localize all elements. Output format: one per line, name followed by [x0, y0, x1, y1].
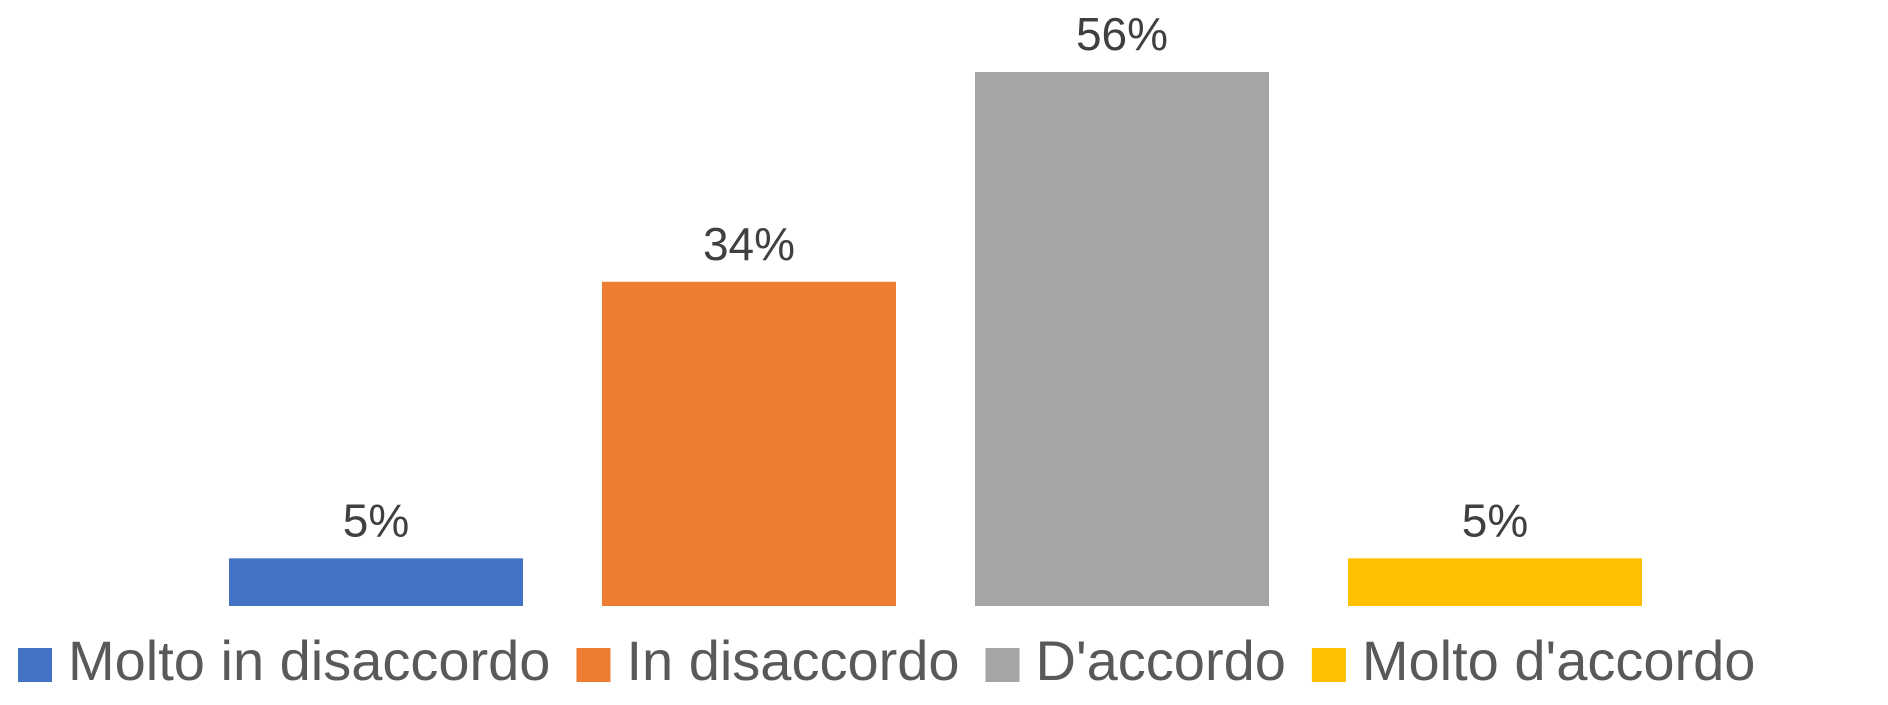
data-label-3: 56% — [1076, 8, 1168, 60]
legend: Molto in disaccordo In disaccordo D'accord… — [18, 629, 1755, 692]
bar-3 — [975, 72, 1269, 606]
legend-label-4: Molto d'accordo — [1362, 629, 1756, 692]
plot-area: 5% 34% 56% 5% — [229, 8, 1642, 606]
legend-swatch-2 — [576, 648, 611, 682]
bar-4 — [1348, 558, 1642, 606]
legend-label-3: D'accordo — [1036, 629, 1286, 692]
data-label-4: 5% — [1462, 494, 1528, 546]
data-label-2: 34% — [703, 218, 795, 270]
bar-2 — [602, 281, 896, 606]
legend-swatch-1 — [18, 648, 52, 682]
data-label-1: 5% — [343, 494, 409, 546]
legend-swatch-3 — [985, 648, 1020, 682]
legend-label-1: Molto in disaccordo — [68, 629, 550, 692]
legend-label-2: In disaccordo — [626, 629, 959, 692]
bar-1 — [229, 558, 523, 606]
legend-swatch-4 — [1311, 648, 1346, 682]
